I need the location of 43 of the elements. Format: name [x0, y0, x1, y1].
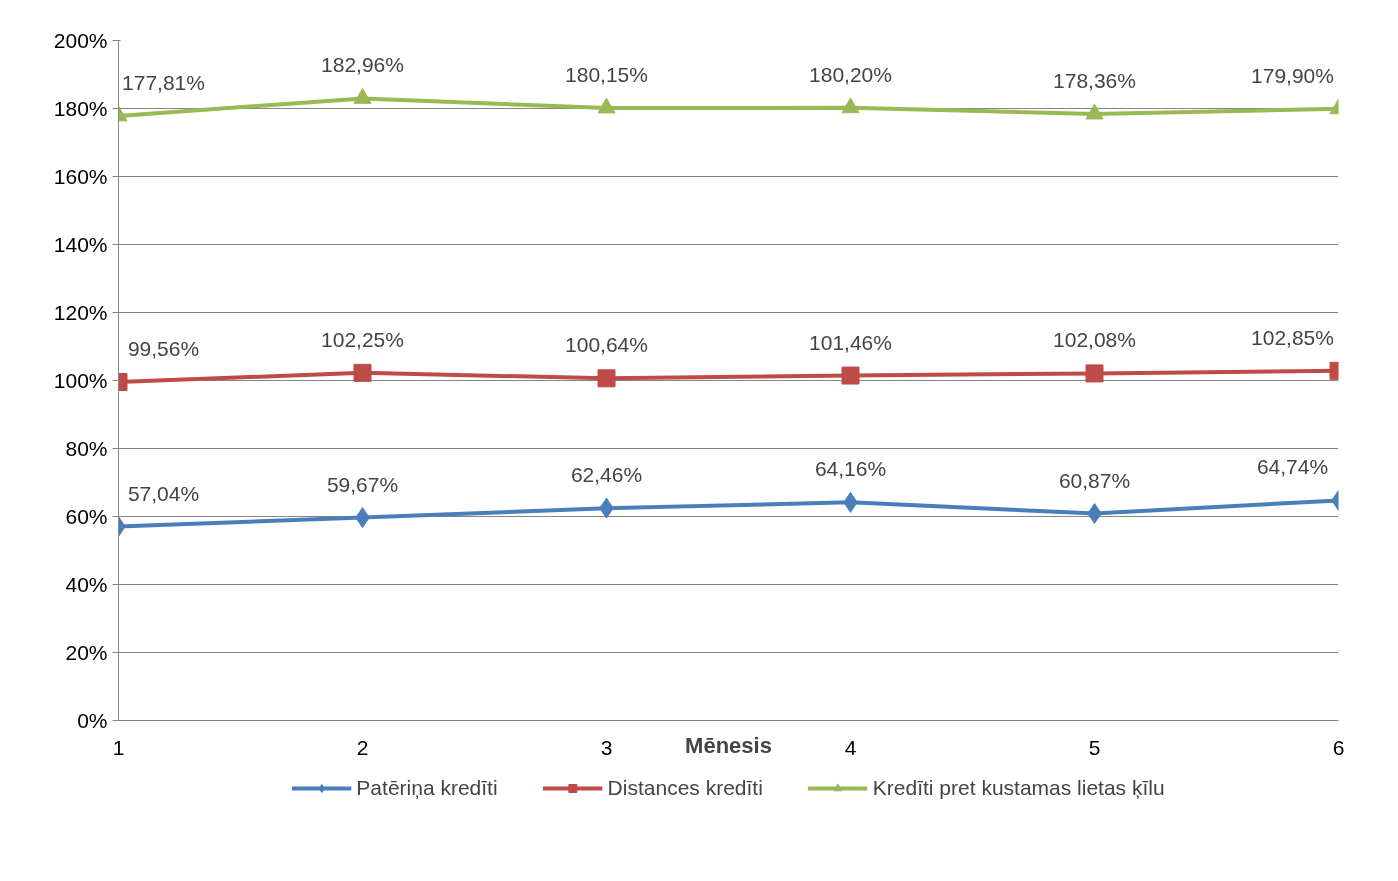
point — [841, 97, 860, 114]
x-tick-label: 1 — [112, 735, 125, 759]
x-tick-label: 5 — [1088, 735, 1101, 759]
data-label: 177,81% — [122, 70, 205, 94]
data-label: 59,67% — [326, 472, 399, 496]
legend-label: Kredīti pret kustamas lietas ķīlu — [872, 775, 1165, 800]
x-tick-label: 2 — [356, 735, 369, 759]
data-label: 182,96% — [321, 53, 404, 77]
point — [597, 369, 616, 388]
y-tick-label: 180% — [53, 97, 108, 120]
data-label: 60,87% — [1058, 468, 1131, 492]
y-tick-label: 20% — [65, 641, 108, 664]
data-label: 179,90% — [1251, 63, 1334, 87]
y-tick-label: 100% — [53, 369, 108, 392]
data-label: 101,46% — [809, 330, 892, 354]
y-tick-label: 160% — [53, 165, 108, 188]
data-label: 64,16% — [814, 457, 887, 481]
data-label: 100,64% — [565, 333, 648, 357]
data-label: 102,85% — [1251, 325, 1334, 349]
data-label: 180,20% — [809, 62, 892, 86]
legend-label: Distances kredīti — [607, 775, 763, 800]
y-tick-label: 60% — [65, 505, 108, 528]
data-label: 102,08% — [1053, 328, 1136, 352]
x-axis-title: Mēnesis — [685, 732, 772, 758]
data-label: 102,25% — [321, 327, 404, 351]
data-label: 62,46% — [570, 463, 643, 487]
y-tick-label: 0% — [77, 709, 108, 732]
y-tick-label: 40% — [65, 573, 108, 596]
data-label: 178,36% — [1053, 69, 1136, 93]
point — [597, 97, 616, 114]
data-label: 64,74% — [1256, 455, 1329, 479]
data-label: 57,04% — [127, 481, 200, 505]
data-label: 99,56% — [127, 337, 200, 360]
x-tick-label: 4 — [844, 735, 857, 759]
point — [841, 366, 860, 385]
data-label: 180,15% — [565, 62, 648, 86]
y-tick-label: 140% — [53, 233, 108, 256]
y-tick-label: 80% — [65, 437, 108, 460]
legend-label: Patēriņa kredīti — [356, 775, 498, 800]
y-tick-label: 120% — [53, 301, 108, 324]
x-tick-label: 3 — [600, 735, 613, 759]
x-tick-label: 6 — [1332, 735, 1345, 759]
y-tick-label: 200% — [53, 29, 108, 52]
